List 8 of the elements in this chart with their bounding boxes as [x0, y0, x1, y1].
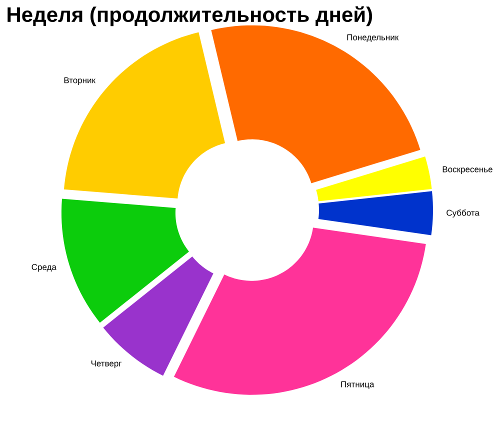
slice-label: Среда — [32, 264, 56, 272]
slice-label: Четверг — [91, 360, 122, 368]
slice-label: Воскресенье — [442, 166, 492, 174]
slice-label: Понедельник — [347, 34, 399, 42]
slice-label: Вторник — [64, 77, 96, 85]
chart-title: Неделя (продолжительность дней) — [8, 6, 372, 26]
slice-label: Суббота — [446, 209, 480, 218]
slice-label: Пятница — [341, 381, 374, 389]
